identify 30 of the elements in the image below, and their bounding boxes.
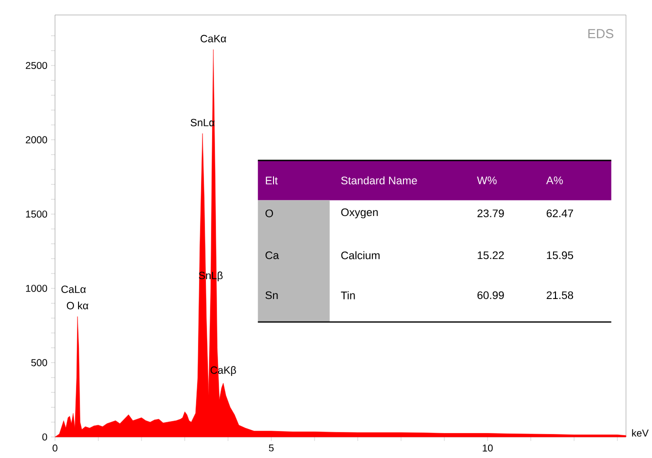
annotation: Calcium bbox=[341, 251, 380, 260]
annotation: CaLα bbox=[61, 286, 86, 294]
annotation: Oxygen bbox=[341, 208, 378, 218]
annotation: Elt bbox=[266, 176, 278, 184]
annotation: 62.47 bbox=[546, 209, 574, 218]
y-tick-label: 500 bbox=[31, 359, 48, 366]
y-tick-label: 2500 bbox=[26, 62, 48, 70]
y-tick-label: 0 bbox=[42, 433, 48, 441]
annotation: Sn bbox=[266, 291, 278, 300]
annotation: Tin bbox=[340, 291, 355, 300]
annotation: 60.99 bbox=[478, 291, 504, 300]
annotation: A% bbox=[546, 176, 563, 184]
y-tick-label: 2000 bbox=[26, 136, 48, 144]
annotation: 23.79 bbox=[478, 209, 504, 218]
annotation: 15.95 bbox=[546, 251, 574, 260]
annotation: Ca bbox=[266, 251, 280, 260]
x-tick-label: 5 bbox=[268, 444, 274, 452]
annotation: CaKα bbox=[200, 34, 226, 42]
text: EDS bbox=[588, 29, 614, 38]
annotation: O bbox=[266, 209, 273, 218]
annotation: Standard Name bbox=[341, 176, 417, 184]
annotation: 21.58 bbox=[546, 291, 574, 300]
x-tick-label: 10 bbox=[482, 444, 493, 452]
x-axis-title: keV bbox=[632, 429, 649, 437]
x-tick-label: 0 bbox=[52, 444, 58, 452]
annotation: O kα bbox=[66, 302, 88, 310]
y-tick-label: 1500 bbox=[26, 210, 48, 218]
annotation: W% bbox=[477, 176, 497, 184]
annotation: 15.22 bbox=[478, 251, 504, 260]
y-tick-label: 1000 bbox=[26, 284, 48, 292]
